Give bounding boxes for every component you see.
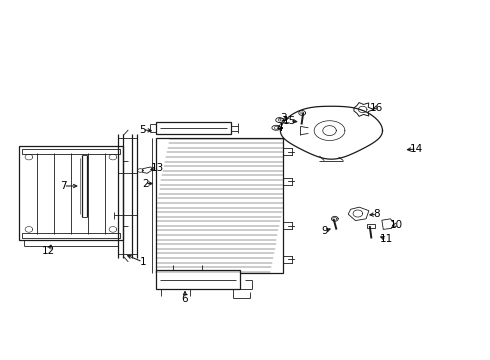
Text: 3: 3 — [280, 113, 287, 123]
Text: 10: 10 — [390, 220, 403, 230]
Bar — [19, 147, 122, 240]
Text: 9: 9 — [321, 226, 327, 236]
Text: 16: 16 — [369, 103, 383, 113]
Bar — [156, 122, 231, 134]
Text: 1: 1 — [139, 257, 146, 267]
Bar — [368, 224, 375, 228]
Text: 5: 5 — [139, 125, 146, 135]
Bar — [156, 138, 283, 274]
Text: 11: 11 — [380, 234, 393, 244]
Text: 2: 2 — [142, 179, 148, 189]
Text: 4: 4 — [276, 123, 283, 133]
Text: 8: 8 — [374, 209, 380, 219]
Bar — [156, 270, 240, 289]
Bar — [22, 233, 120, 238]
Bar — [22, 149, 120, 154]
Text: 7: 7 — [60, 181, 67, 191]
Text: 6: 6 — [182, 294, 188, 304]
Text: 12: 12 — [42, 246, 55, 256]
Text: 13: 13 — [151, 163, 164, 174]
Text: 15: 15 — [283, 116, 296, 126]
Text: 14: 14 — [410, 144, 423, 154]
